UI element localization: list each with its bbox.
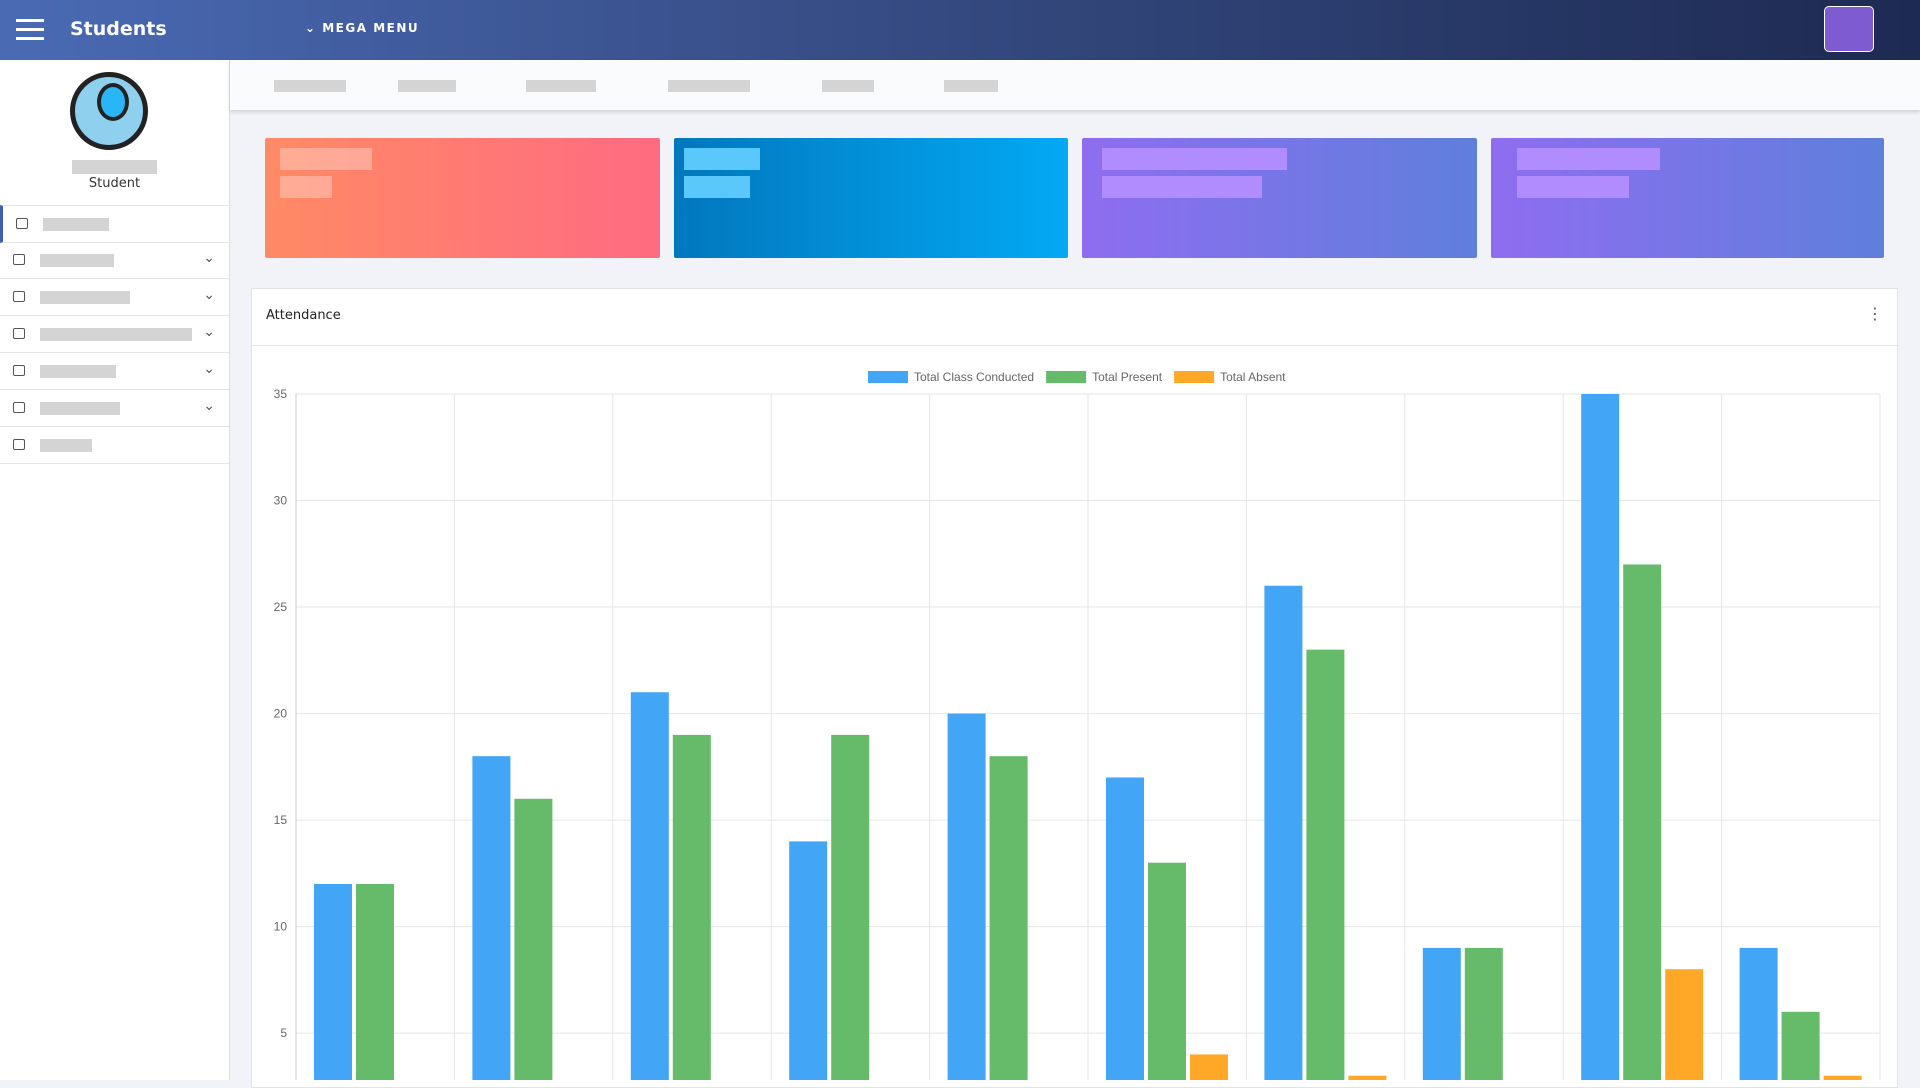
legend-swatch [1046, 371, 1087, 383]
legend-label: Total Class Conducted [914, 370, 1034, 384]
user-role: Student [88, 176, 141, 191]
y-tick-label: 20 [274, 707, 288, 721]
nav-item[interactable]: ⌄ [0, 390, 229, 427]
bar [514, 798, 553, 1080]
bar [789, 841, 828, 1080]
y-tick-label: 25 [274, 600, 288, 614]
nav-item[interactable] [0, 427, 229, 464]
bar [989, 756, 1028, 1080]
legend-label: Total Absent [1220, 370, 1286, 384]
bar [947, 713, 986, 1080]
stat-card[interactable] [1082, 138, 1477, 258]
mega-menu[interactable]: ⌄ MEGA MENU [305, 21, 420, 35]
bar [1623, 564, 1662, 1080]
bar [1739, 947, 1778, 1080]
bar [314, 884, 352, 1080]
legend-swatch [868, 371, 908, 383]
legend-swatch [1174, 371, 1215, 383]
mega-menu-label: MEGA MENU [322, 21, 420, 35]
legend-label: Total Present [1092, 370, 1163, 384]
bar [356, 884, 394, 1080]
bar [1464, 947, 1503, 1080]
bar [1264, 585, 1303, 1080]
bar [1581, 394, 1620, 1080]
bar [672, 734, 711, 1080]
bar [1190, 1054, 1228, 1080]
panel-title: Attendance [266, 308, 341, 323]
panel-menu[interactable]: ⋮ [1867, 304, 1883, 323]
y-tick-label: 30 [274, 494, 288, 508]
y-tick-label: 10 [274, 920, 288, 934]
bar [1106, 777, 1144, 1080]
y-tick-label: 5 [280, 1026, 287, 1040]
bar [472, 756, 511, 1080]
sub-nav [230, 60, 1920, 110]
bar [1665, 969, 1704, 1080]
y-tick-label: 35 [274, 387, 288, 401]
nav-item[interactable]: ⌄ [0, 242, 229, 279]
bar [1348, 1075, 1387, 1080]
y-tick-label: 15 [274, 813, 288, 827]
app-icon[interactable] [1824, 6, 1874, 52]
nav-item[interactable]: ⌄ [0, 279, 229, 316]
nav-item[interactable]: ⌄ [0, 353, 229, 390]
stat-card[interactable] [674, 138, 1068, 258]
avatar [70, 72, 148, 150]
hamburger[interactable] [16, 19, 44, 41]
stat-card[interactable] [265, 138, 660, 258]
bar [1422, 947, 1461, 1080]
bar [1823, 1075, 1862, 1080]
bar [1306, 649, 1345, 1080]
bar [831, 734, 870, 1080]
nav-item[interactable] [0, 205, 232, 243]
bar [1148, 862, 1186, 1080]
stat-card[interactable] [1491, 138, 1884, 258]
top-header: Students ⌄ MEGA MENU [0, 0, 1920, 60]
bar [1781, 1011, 1820, 1080]
sidebar: Student ⌄ ⌄ ⌄ ⌄ ⌄ [0, 60, 232, 1080]
chart: 5 10 15 20 25 30 35 Total Class Conducted Total … [274, 370, 1881, 1080]
bar [630, 692, 669, 1080]
app-title: Students [70, 18, 167, 40]
nav-item[interactable]: ⌄ [0, 316, 229, 353]
